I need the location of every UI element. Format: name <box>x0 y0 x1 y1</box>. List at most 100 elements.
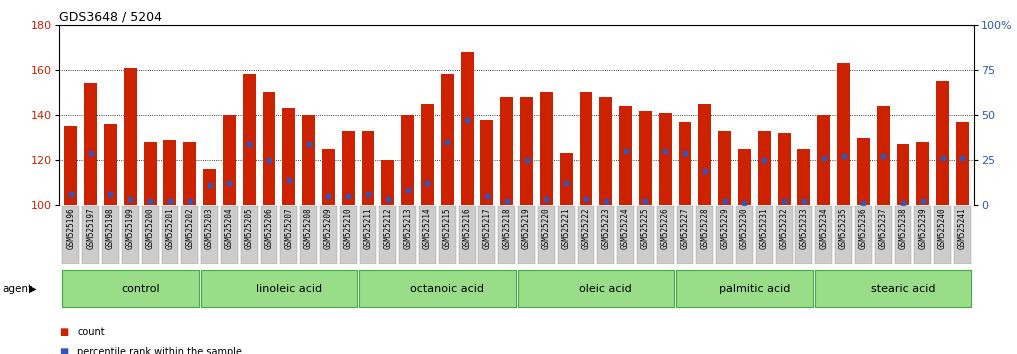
FancyBboxPatch shape <box>400 206 416 264</box>
Text: count: count <box>77 327 105 337</box>
Text: GSM525202: GSM525202 <box>185 208 194 249</box>
FancyBboxPatch shape <box>241 206 257 264</box>
FancyBboxPatch shape <box>657 206 673 264</box>
Text: GSM525226: GSM525226 <box>661 208 670 249</box>
Bar <box>936 81 949 205</box>
FancyBboxPatch shape <box>676 270 813 307</box>
Text: GSM525206: GSM525206 <box>264 208 274 249</box>
Text: GSM525216: GSM525216 <box>463 208 472 249</box>
Bar <box>302 115 315 205</box>
Bar <box>124 68 136 205</box>
FancyBboxPatch shape <box>141 206 159 264</box>
Text: agent: agent <box>2 284 33 294</box>
Bar <box>758 131 771 205</box>
FancyBboxPatch shape <box>340 206 357 264</box>
Bar <box>778 133 790 205</box>
FancyBboxPatch shape <box>62 206 79 264</box>
Bar <box>738 149 751 205</box>
Text: GSM525233: GSM525233 <box>799 208 809 249</box>
Text: GSM525231: GSM525231 <box>760 208 769 249</box>
Bar <box>797 149 811 205</box>
FancyBboxPatch shape <box>221 206 238 264</box>
Text: GSM525238: GSM525238 <box>898 208 907 249</box>
Bar <box>916 142 930 205</box>
Text: GSM525220: GSM525220 <box>542 208 551 249</box>
FancyBboxPatch shape <box>201 206 218 264</box>
Text: GSM525205: GSM525205 <box>245 208 253 249</box>
Text: GSM525225: GSM525225 <box>641 208 650 249</box>
FancyBboxPatch shape <box>479 206 495 264</box>
Text: GSM525197: GSM525197 <box>86 208 96 249</box>
Text: GSM525237: GSM525237 <box>879 208 888 249</box>
Text: percentile rank within the sample: percentile rank within the sample <box>77 347 242 354</box>
Text: GSM525218: GSM525218 <box>502 208 512 249</box>
Text: GSM525201: GSM525201 <box>166 208 175 249</box>
Text: GSM525224: GSM525224 <box>621 208 631 249</box>
Text: GSM525223: GSM525223 <box>601 208 610 249</box>
FancyBboxPatch shape <box>439 206 456 264</box>
Bar <box>678 122 692 205</box>
Bar <box>837 63 850 205</box>
Text: GSM525212: GSM525212 <box>383 208 393 249</box>
Text: GSM525208: GSM525208 <box>304 208 313 249</box>
FancyBboxPatch shape <box>895 206 911 264</box>
Bar <box>203 169 216 205</box>
Bar <box>104 124 117 205</box>
FancyBboxPatch shape <box>816 206 832 264</box>
FancyBboxPatch shape <box>597 206 614 264</box>
Text: GSM525198: GSM525198 <box>106 208 115 249</box>
FancyBboxPatch shape <box>281 206 297 264</box>
Bar <box>183 142 196 205</box>
Text: GSM525235: GSM525235 <box>839 208 848 249</box>
Text: ■: ■ <box>59 327 68 337</box>
Bar <box>223 115 236 205</box>
FancyBboxPatch shape <box>776 206 792 264</box>
Bar <box>639 110 652 205</box>
Text: GDS3648 / 5204: GDS3648 / 5204 <box>59 11 162 24</box>
Text: GSM525217: GSM525217 <box>482 208 491 249</box>
FancyBboxPatch shape <box>518 206 535 264</box>
FancyBboxPatch shape <box>300 206 317 264</box>
Bar <box>283 108 295 205</box>
Bar <box>857 138 870 205</box>
Text: GSM525196: GSM525196 <box>66 208 75 249</box>
Bar <box>559 153 573 205</box>
FancyBboxPatch shape <box>359 270 516 307</box>
Bar <box>381 160 395 205</box>
Bar <box>699 104 711 205</box>
Bar <box>540 92 553 205</box>
FancyBboxPatch shape <box>795 206 813 264</box>
Text: ■: ■ <box>59 347 68 354</box>
Text: palmitic acid: palmitic acid <box>719 284 790 294</box>
FancyBboxPatch shape <box>62 270 198 307</box>
Text: control: control <box>121 284 160 294</box>
Bar <box>956 122 969 205</box>
Bar <box>362 131 374 205</box>
FancyBboxPatch shape <box>676 206 694 264</box>
FancyBboxPatch shape <box>360 206 376 264</box>
FancyBboxPatch shape <box>122 206 138 264</box>
Bar <box>64 126 77 205</box>
Text: GSM525239: GSM525239 <box>918 208 928 249</box>
Bar <box>402 115 414 205</box>
Bar <box>659 113 671 205</box>
Text: GSM525219: GSM525219 <box>522 208 531 249</box>
FancyBboxPatch shape <box>162 206 178 264</box>
FancyBboxPatch shape <box>181 206 198 264</box>
Bar <box>520 97 533 205</box>
FancyBboxPatch shape <box>736 206 753 264</box>
Bar <box>500 97 514 205</box>
Text: GSM525207: GSM525207 <box>285 208 293 249</box>
Bar <box>599 97 612 205</box>
FancyBboxPatch shape <box>379 206 397 264</box>
Bar <box>164 140 176 205</box>
Bar <box>480 120 493 205</box>
FancyBboxPatch shape <box>260 206 278 264</box>
FancyBboxPatch shape <box>459 206 476 264</box>
Text: linoleic acid: linoleic acid <box>255 284 321 294</box>
Text: GSM525200: GSM525200 <box>145 208 155 249</box>
Text: GSM525230: GSM525230 <box>740 208 749 249</box>
Text: GSM525215: GSM525215 <box>442 208 452 249</box>
Text: GSM525240: GSM525240 <box>938 208 947 249</box>
Text: GSM525222: GSM525222 <box>582 208 591 249</box>
